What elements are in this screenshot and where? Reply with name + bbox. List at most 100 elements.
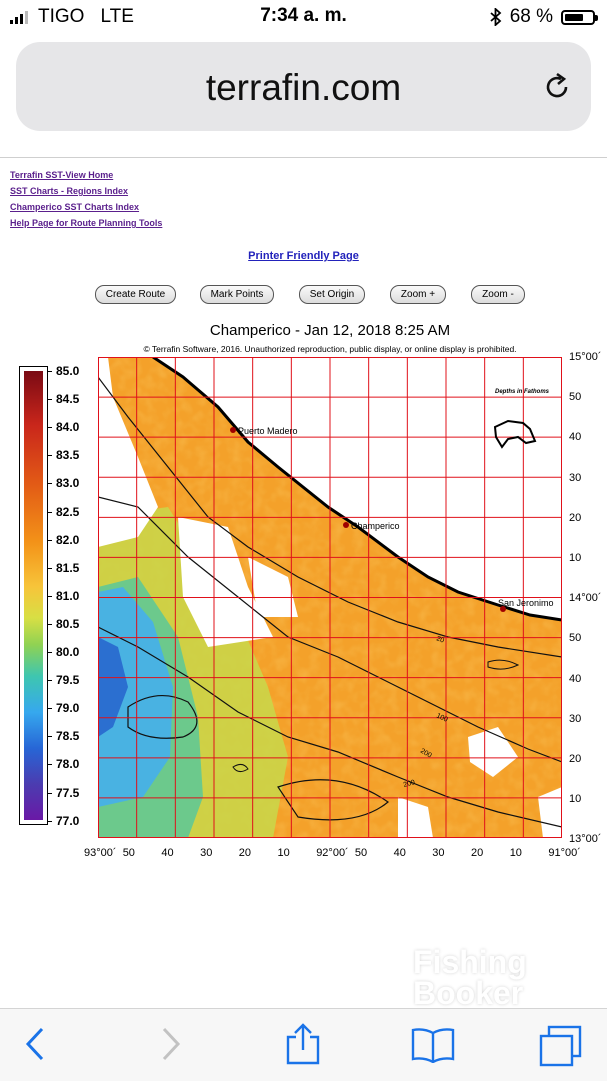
battery-percent: 68 % <box>509 6 553 27</box>
toolbar-divider <box>0 157 607 158</box>
depth-contour <box>127 694 198 739</box>
cloud-gap <box>398 797 433 838</box>
fishingbooker-logo-icon <box>350 943 400 1002</box>
create-route-button[interactable]: Create Route <box>95 285 176 304</box>
legend-tick <box>47 736 52 738</box>
printer-friendly-link[interactable]: Printer Friendly Page <box>248 250 359 262</box>
sst-zone-cold <box>98 587 173 807</box>
cloud-gap <box>98 357 158 547</box>
champerico-marker[interactable] <box>343 522 349 528</box>
signal-icon <box>10 10 28 24</box>
longitude-label: 91°00´ <box>548 847 581 859</box>
latitude-label: 50 <box>569 632 582 645</box>
legend-tick <box>47 567 52 569</box>
browser-toolbar <box>0 1008 607 1081</box>
status-right: 68 % <box>490 6 598 28</box>
printer-row: Printer Friendly Page <box>0 246 607 264</box>
latitude-label: 15°00´ <box>569 351 602 363</box>
cloud-gap <box>248 557 298 617</box>
carrier-label: TIGO <box>38 6 85 27</box>
clock: 7:34 a. m. <box>260 5 347 26</box>
bluetooth-icon <box>490 8 502 26</box>
legend-tick <box>47 623 52 625</box>
place-label: San Jeronimo <box>498 598 554 608</box>
watermark-line1: Fishing <box>413 944 527 980</box>
latitude-label: 30 <box>569 471 582 484</box>
cloud-gap <box>178 517 273 647</box>
legend-tick <box>47 764 52 766</box>
share-icon[interactable] <box>285 1023 321 1065</box>
legend-tick <box>47 820 52 822</box>
bookmarks-icon[interactable] <box>410 1027 456 1063</box>
network-label: LTE <box>100 6 134 27</box>
set-origin-button[interactable]: Set Origin <box>299 285 365 304</box>
legend-tick <box>47 371 52 372</box>
address-bar[interactable]: terrafin.com <box>16 42 591 131</box>
legend-tick <box>47 539 52 541</box>
back-icon[interactable] <box>24 1027 46 1061</box>
place-label: Champerico <box>351 521 400 531</box>
legend-value: 79.5 <box>56 673 80 688</box>
copyright-note: © Terrafin Software, 2016. Unauthorized … <box>143 344 517 354</box>
latitude-label: 30 <box>569 712 582 725</box>
latitude-label: 10 <box>569 793 582 806</box>
status-left: TIGO LTE <box>10 6 134 28</box>
contour-label: 200 <box>419 748 433 760</box>
longitude-label: 93°00´ <box>84 847 117 859</box>
longitude-label: 40 <box>161 847 174 859</box>
zoom-out-button[interactable]: Zoom - <box>471 285 525 304</box>
sst-map-graphic[interactable]: Puerto Madero Champerico San Jeronimo De… <box>98 357 562 838</box>
legend-value: 77.0 <box>56 813 80 828</box>
link-help-route-tools[interactable]: Help Page for Route Planning Tools <box>10 218 163 228</box>
map-frame <box>98 357 562 838</box>
longitude-label: 50 <box>354 847 368 859</box>
depth-logo-icon <box>493 419 537 449</box>
legend-tick <box>47 708 52 710</box>
contour-label: 200 <box>403 779 416 789</box>
mark-points-button[interactable]: Mark Points <box>200 285 274 304</box>
latitude-label: 50 <box>569 391 582 404</box>
link-sst-view-home[interactable]: Terrafin SST-View Home <box>10 170 114 180</box>
longitude-label: 50 <box>122 847 135 859</box>
depth-contour <box>98 376 562 658</box>
zoom-in-button[interactable]: Zoom + <box>390 285 446 304</box>
longitude-label: 30 <box>200 847 213 859</box>
temperature-legend <box>19 366 48 825</box>
legend-value: 79.0 <box>56 701 80 716</box>
legend-value: 78.5 <box>56 729 80 744</box>
legend-value: 81.0 <box>56 588 80 603</box>
longitude-label: 30 <box>432 847 445 859</box>
legend-value: 82.0 <box>56 532 80 547</box>
legend-tick <box>47 595 52 597</box>
puerto-madero-marker[interactable] <box>230 427 236 433</box>
link-champerico-index[interactable]: Champerico SST Charts Index <box>10 202 140 212</box>
chart-title: Champerico - Jan 12, 2018 8:25 AM <box>209 322 451 339</box>
latitude-label: 14°00´ <box>569 592 602 605</box>
contour-label: 100 <box>435 712 449 723</box>
depth-contour <box>232 763 249 773</box>
forward-icon[interactable] <box>160 1027 182 1061</box>
depth-contour <box>487 659 520 670</box>
latitude-label: 10 <box>569 552 582 564</box>
longitude-label: 20 <box>238 847 252 859</box>
legend-value: 85.0 <box>56 364 80 378</box>
longitude-label: 20 <box>471 847 484 859</box>
legend-tick <box>47 399 52 401</box>
latitude-label: 40 <box>569 672 582 685</box>
contour-label: 20 <box>435 635 445 644</box>
san-jeronimo-marker[interactable] <box>500 606 506 612</box>
battery-icon <box>561 9 598 25</box>
legend-tick <box>47 680 52 682</box>
url-text[interactable]: terrafin.com <box>205 67 402 108</box>
link-regions-index[interactable]: SST Charts - Regions Index <box>10 186 129 196</box>
depth-contour <box>277 779 389 821</box>
place-label: Puerto Madero <box>238 426 298 436</box>
legend-color-bar <box>24 371 43 820</box>
legend-value: 81.5 <box>56 560 80 575</box>
fishingbooker-watermark: Fishing Booker <box>343 940 573 1011</box>
tabs-icon[interactable] <box>538 1025 584 1067</box>
nav-links: Terrafin SST-View Home SST Charts - Regi… <box>10 167 162 231</box>
legend-value: 77.5 <box>56 785 80 800</box>
sst-map[interactable]: Puerto Madero Champerico San Jeronimo De… <box>98 357 562 838</box>
reload-icon[interactable] <box>543 72 573 102</box>
